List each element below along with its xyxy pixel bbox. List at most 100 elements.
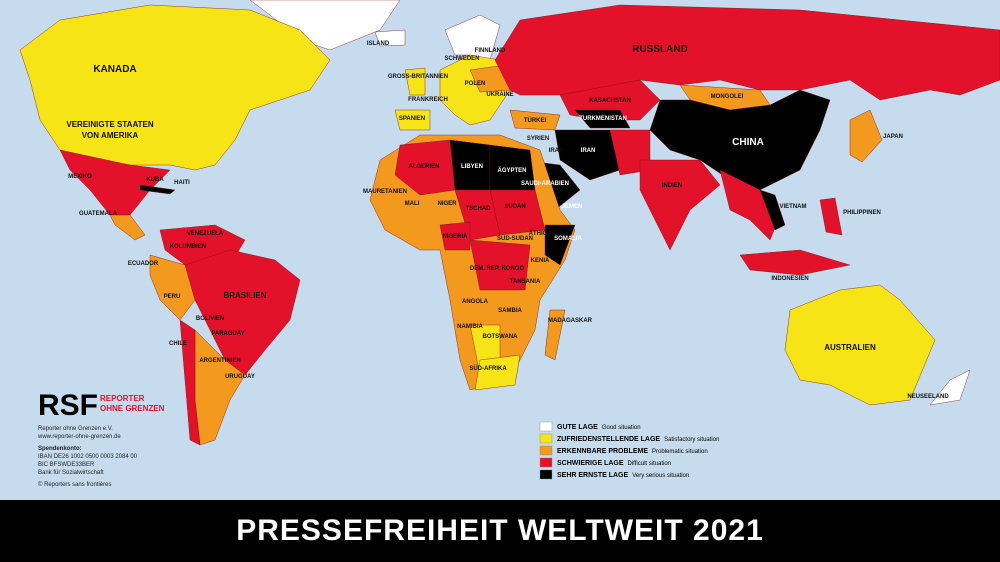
central-america xyxy=(109,214,146,241)
legend-label: SEHR ERNSTE LAGE xyxy=(557,472,629,479)
contact-line: IBAN DE26 1002 0500 0003 2084 00 xyxy=(38,454,138,460)
country-label: SAUDI-ARABIEN xyxy=(521,181,569,187)
country-label: SCHWEDEN xyxy=(444,56,479,62)
country-label: MAURETANIEN xyxy=(363,189,407,195)
country-label: TURKMENISTAN xyxy=(579,116,627,122)
country-label: URUGUAY xyxy=(225,374,255,380)
country-label: KOLUMBIEN xyxy=(170,244,206,250)
country-label: BOTSWANA xyxy=(483,334,519,340)
rsf-block: RSF REPORTER OHNE GRENZEN Reporter ohne … xyxy=(37,389,165,488)
country-label: ALGERIEN xyxy=(408,164,439,170)
country-label: DEM. REP. KONGO xyxy=(470,266,525,272)
algeria xyxy=(394,139,456,196)
country-label: ARGENTINIEN xyxy=(199,358,240,364)
contact-line: Reporter ohne Grenzen e.V. xyxy=(38,426,113,432)
country-label: ÄGYPTEN xyxy=(497,167,526,174)
country-labels: KANADA VEREINIGTE STAATEN VON AMERIKA ME… xyxy=(66,41,949,400)
legend-label: ZUFRIEDENSTELLENDE LAGE xyxy=(557,436,660,443)
contact-line: BIC BFSWDE33BER xyxy=(38,462,95,468)
legend-swatch xyxy=(539,457,553,468)
legend-swatch xyxy=(539,469,553,480)
country-label: JAPAN xyxy=(883,134,903,140)
country-label: HAITI xyxy=(174,180,190,186)
country-label: JEMEN xyxy=(562,204,583,210)
indonesia xyxy=(739,249,851,276)
dr-congo xyxy=(469,239,531,291)
legend-swatch xyxy=(539,433,553,444)
country-label: RUSSLAND xyxy=(632,44,688,55)
country-label: ANGOLA xyxy=(462,299,489,305)
china xyxy=(649,89,831,191)
country-label: SOMALIA xyxy=(554,236,582,242)
new-zealand xyxy=(929,369,971,406)
country-label: KASACHSTAN xyxy=(589,98,631,104)
country-label: KANADA xyxy=(93,64,136,75)
turkmenistan xyxy=(574,109,631,129)
legend-swatch xyxy=(539,445,553,456)
cuba xyxy=(139,184,176,195)
country-label: VIETNAM xyxy=(780,204,807,210)
legend-label: SCHWIERIGE LAGE xyxy=(557,460,624,467)
legend-label: GUTE LAGE xyxy=(557,424,598,431)
australia xyxy=(784,284,936,406)
country-label: GROSS-BRITANNIEN xyxy=(388,74,448,80)
uk xyxy=(404,67,426,96)
country-label: LIBYEN xyxy=(461,164,483,170)
legend: GUTE LAGE Good situation ZUFRIEDENSTELLEND… xyxy=(539,421,719,480)
legend-swatch xyxy=(539,421,553,432)
country-label: POLEN xyxy=(465,81,486,87)
country-label: NAMIBIA xyxy=(457,324,483,330)
brazil xyxy=(184,249,301,376)
philippines xyxy=(819,197,843,236)
country-label: SÜD-AFRIKA xyxy=(469,365,507,372)
iceland xyxy=(374,29,406,47)
country-label: SÜD-SUDAN xyxy=(497,235,533,242)
country-label: IRAN xyxy=(581,148,596,154)
south-africa xyxy=(474,354,521,391)
country-label: INDONESIEN xyxy=(771,276,808,282)
country-label: PHILIPPINEN xyxy=(843,210,881,216)
legend-label-en: Good situation xyxy=(602,425,641,431)
land xyxy=(19,0,1000,446)
madagascar xyxy=(544,309,566,361)
somalia xyxy=(544,224,576,266)
country-label: SYRIEN xyxy=(527,136,549,142)
country-label: KUBA xyxy=(146,177,164,183)
japan xyxy=(849,109,883,163)
country-label: UKRAINE xyxy=(486,92,513,98)
country-label: MALI xyxy=(405,201,420,207)
country-label: TSCHAD xyxy=(466,206,492,212)
contact-line: © Reporters sans frontières xyxy=(38,481,111,488)
country-label: INDIEN xyxy=(662,183,682,189)
title: PRESSEFREIHEIT WELTWEIT 2021 xyxy=(236,514,764,547)
legend-label-en: Problematic situation xyxy=(652,449,708,455)
legend-label-en: Satisfactory situation xyxy=(664,437,719,443)
country-label: KENIA xyxy=(531,258,550,264)
contact-line: Spendenkonto: xyxy=(38,446,82,452)
country-label: ECUADOR xyxy=(128,261,159,267)
contact-line: www.reporter-ohne-grenzen.de xyxy=(37,434,121,440)
country-label: NEUSEELAND xyxy=(907,394,949,400)
country-label: SUDAN xyxy=(504,204,525,210)
country-label: ISLAND xyxy=(367,41,390,47)
country-label: VENEZUELA xyxy=(187,231,224,237)
country-label: NIGERIA xyxy=(442,234,468,240)
country-label: TÜRKEI xyxy=(524,117,547,124)
country-label: MEXIKO xyxy=(68,174,92,180)
chile xyxy=(179,319,201,446)
country-label: GUATEMALA xyxy=(79,211,118,217)
country-label: SAMBIA xyxy=(498,308,522,314)
logo-text: OHNE GRENZEN xyxy=(100,404,165,413)
country-label: AUSTRALIEN xyxy=(824,343,876,352)
vietnam xyxy=(759,189,786,231)
country-label: ÄTHIOPIEN xyxy=(529,230,562,237)
country-label: MADAGASKAR xyxy=(548,318,593,324)
country-label: TANSANIA xyxy=(510,279,541,285)
country-label: NIGER xyxy=(437,201,457,207)
country-label: PERU xyxy=(164,294,181,300)
logo-mark: RSF xyxy=(38,389,98,422)
country-label: CHILE xyxy=(169,341,187,347)
country-label: BOLIVIEN xyxy=(196,316,224,322)
india xyxy=(639,159,721,251)
